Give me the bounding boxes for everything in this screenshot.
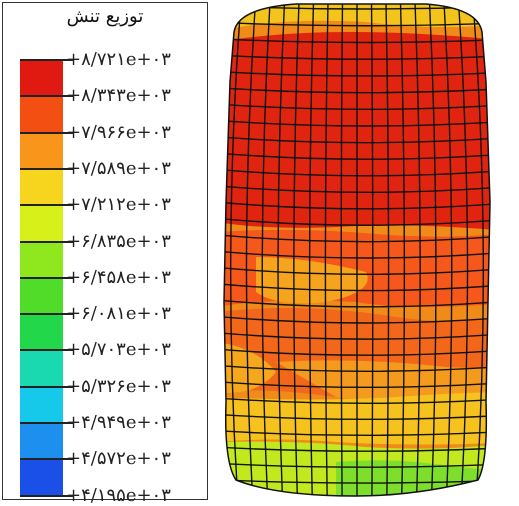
color-band (20, 132, 63, 170)
legend-tick (20, 95, 73, 98)
color-band (20, 459, 63, 497)
color-band (20, 96, 63, 134)
legend-value-label: +۸/۷۲۱e+۰۳ (66, 49, 171, 70)
legend-value-label: +۶/۴۵۸e+۰۳ (66, 266, 171, 288)
legend-tick (20, 276, 73, 279)
color-band (20, 314, 63, 352)
legend-tick (20, 313, 73, 316)
legend-tick (20, 349, 73, 352)
color-band (20, 386, 63, 424)
legend-value-label: +۷/۲۱۲e+۰۳ (66, 194, 171, 216)
legend-value-label: +۵/۳۲۶e+۰۳ (66, 375, 171, 397)
legend-value-label: +۴/۱۹۵e+۰۳ (66, 484, 171, 506)
color-band (20, 423, 63, 461)
stress-contour-model (223, 3, 491, 497)
color-band (20, 350, 63, 388)
legend-value-label: +۴/۹۴۹e+۰۳ (66, 412, 171, 433)
legend-value-label: +۶/۸۳۵e+۰۳ (66, 230, 171, 252)
legend-tick (20, 458, 73, 461)
color-band (20, 60, 63, 98)
color-band (20, 205, 63, 243)
legend-tick (20, 422, 73, 424)
legend-tick (20, 240, 73, 243)
legend-value-label: +۷/۵۸۹e+۰۳ (66, 157, 171, 179)
legend-tick (20, 167, 73, 170)
legend-tick (20, 494, 73, 497)
legend-value-label: +۷/۹۶۶e+۰۳ (66, 121, 171, 143)
legend-value-label: +۶/۰۸۱e+۰۳ (66, 303, 171, 325)
legend-value-label: +۸/۳۴۳e+۰۳ (66, 85, 171, 107)
legend-tick (20, 385, 73, 388)
legend-title: توزیع تنش (66, 6, 144, 27)
color-band (20, 241, 63, 279)
color-band (20, 277, 63, 316)
stress-legend: توزیع تنش +۸/۷۲۱e+۰۳ +۸/۳۴۳e+۰۳ +۷/۹۶۶e+۰۳… (2, 2, 208, 505)
color-band (20, 168, 63, 207)
legend-value-label: +۵/۷۰۳e+۰۳ (66, 339, 171, 361)
legend-tick (20, 204, 73, 207)
color-scale-bar (20, 60, 63, 497)
legend-value-label: +۴/۵۷۲e+۰۳ (66, 448, 171, 470)
legend-tick (20, 59, 73, 61)
legend-tick (20, 131, 73, 134)
